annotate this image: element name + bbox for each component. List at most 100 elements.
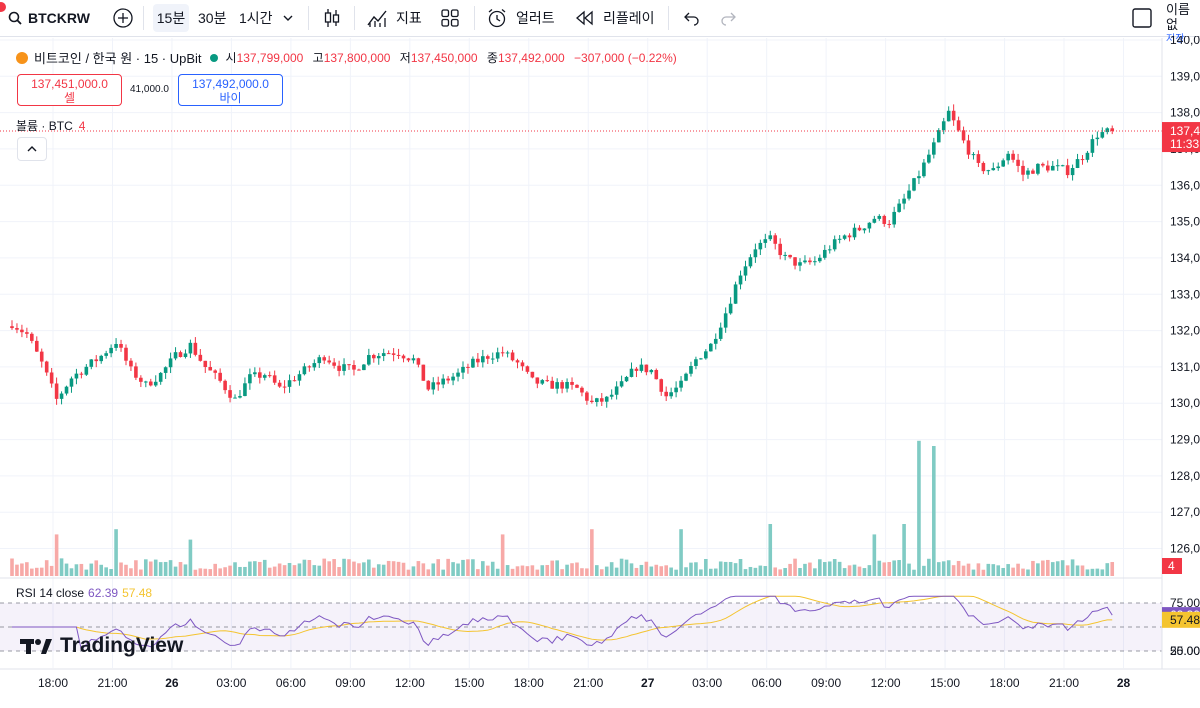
candle-body xyxy=(535,377,540,384)
volume-bar xyxy=(956,560,961,576)
candle-body xyxy=(10,326,14,329)
volume-bar xyxy=(277,563,282,576)
timeframe-15m[interactable]: 15분 xyxy=(153,4,189,32)
volume-bar xyxy=(243,566,247,576)
symbol-search-button[interactable]: BTCKRW xyxy=(8,4,90,32)
compare-symbol-button[interactable] xyxy=(112,4,134,32)
collapse-legend-button[interactable] xyxy=(17,137,47,161)
time-axis[interactable]: 18:00 21:00 26 03:00 06:00 09:00 12:00 15:00 18:… xyxy=(0,668,1200,690)
save-layout-button[interactable]: 이름없 저장 xyxy=(1166,2,1200,47)
volume-bar xyxy=(713,568,718,576)
sell-label: 셀 xyxy=(63,91,76,105)
indicators-button[interactable]: 지표 xyxy=(366,4,422,32)
volume-bar xyxy=(500,534,505,576)
symbol-legend[interactable]: 비트코인 / 한국 원 · 15 · UpBit 시137,799,000 고1… xyxy=(16,48,683,67)
time-tick-label: 18:00 xyxy=(38,676,68,690)
volume-bar xyxy=(49,565,54,576)
candle-body xyxy=(1031,170,1035,174)
price-axis[interactable]: 140,0139,0138,0137,0136,0135,0134,0133,0… xyxy=(1161,36,1200,669)
redo-button[interactable] xyxy=(720,4,738,32)
volume-bar xyxy=(272,566,277,576)
replay-button[interactable]: 리플레이 xyxy=(575,4,655,32)
candle-body xyxy=(267,375,272,377)
candle-body xyxy=(966,140,971,155)
toolbar-separator xyxy=(474,6,475,30)
volume-bar xyxy=(416,561,421,576)
volume-bar xyxy=(629,563,634,576)
candle-body xyxy=(981,162,986,172)
candle-body xyxy=(302,366,307,375)
candle-body xyxy=(515,360,520,363)
volume-bar xyxy=(778,569,782,576)
indicators-label: 지표 xyxy=(396,10,422,26)
chart-canvas[interactable]: 140,0139,0138,0137,0136,0135,0134,0133,0… xyxy=(0,36,1200,708)
fullscreen-button[interactable] xyxy=(1131,4,1153,32)
open-key: 시 xyxy=(225,51,237,65)
volume-bar xyxy=(922,565,926,576)
candle-body xyxy=(733,284,738,304)
volume-bar xyxy=(664,565,668,576)
chart-type-button[interactable] xyxy=(322,4,342,32)
volume-bar xyxy=(619,558,624,576)
sell-price: 137,451,000.0 xyxy=(31,77,108,91)
layouts-button[interactable] xyxy=(440,4,460,32)
candle-body xyxy=(912,178,916,191)
rsi-legend[interactable]: RSI 14 close 62.39 57.48 xyxy=(16,586,152,600)
candle-body xyxy=(1001,160,1005,167)
volume-bar xyxy=(114,529,118,576)
candle-body xyxy=(238,396,242,398)
candle-body xyxy=(1070,167,1075,176)
chart-area[interactable]: 140,0139,0138,0137,0136,0135,0134,0133,0… xyxy=(0,36,1200,708)
volume-bar xyxy=(520,565,525,576)
timeframe-30m[interactable]: 30분 xyxy=(198,10,227,26)
candle-body xyxy=(64,386,69,394)
candle-body xyxy=(362,364,366,371)
volume-bar xyxy=(941,561,946,576)
candle-body xyxy=(371,355,376,359)
volume-bar xyxy=(525,566,530,576)
candle-body xyxy=(223,380,227,391)
candle-body xyxy=(565,381,569,389)
volume-bar xyxy=(783,567,787,576)
time-tick-label: 03:00 xyxy=(216,676,246,690)
timeframe-1h[interactable]: 1시간 xyxy=(239,10,273,26)
rsi-ma-value: 57.48 xyxy=(122,586,153,600)
candle-body xyxy=(991,168,996,171)
buy-button[interactable]: 137,492,000.0 바이 xyxy=(178,74,283,106)
volume-bar xyxy=(604,566,609,576)
candle-body xyxy=(708,343,713,352)
alerts-button[interactable]: 얼러트 xyxy=(486,4,555,32)
volume-bar xyxy=(822,562,827,576)
volume-bar xyxy=(258,561,262,576)
time-tick-label: 06:00 xyxy=(752,676,782,690)
tradingview-logo[interactable]: TradingView xyxy=(20,634,183,658)
sell-button[interactable]: 137,451,000.0 셀 xyxy=(17,74,122,106)
indicators-icon xyxy=(367,10,387,27)
candle-body xyxy=(783,254,787,256)
rsi-line xyxy=(12,595,1113,652)
undo-button[interactable] xyxy=(682,4,700,32)
price-tick-label: 127,0 xyxy=(1170,505,1200,519)
volume-legend-label: 볼륨 · BTC xyxy=(16,119,73,133)
timeframe-dropdown[interactable] xyxy=(282,4,294,32)
volume-bar xyxy=(406,569,411,576)
volume-bar xyxy=(456,563,460,576)
time-tick-label: 15:00 xyxy=(454,676,484,690)
search-icon xyxy=(8,11,22,25)
candle-body xyxy=(634,368,639,371)
candle-body xyxy=(862,228,867,231)
buy-price: 137,492,000.0 xyxy=(192,77,269,91)
candle-body xyxy=(793,257,797,266)
price-tick-label: 131,0 xyxy=(1170,360,1200,374)
price-tick-label: 134,0 xyxy=(1170,251,1200,265)
volume-legend[interactable]: 볼륨 · BTC 4 xyxy=(16,117,85,134)
volume-bar xyxy=(599,569,604,576)
candle-body xyxy=(1110,128,1115,132)
candle-body xyxy=(872,218,877,223)
volume-bar xyxy=(580,568,584,576)
candle-body xyxy=(471,358,475,368)
volume-bar xyxy=(347,559,351,576)
candle-body xyxy=(669,392,673,397)
candle-body xyxy=(129,360,133,367)
candle-body xyxy=(748,257,753,267)
